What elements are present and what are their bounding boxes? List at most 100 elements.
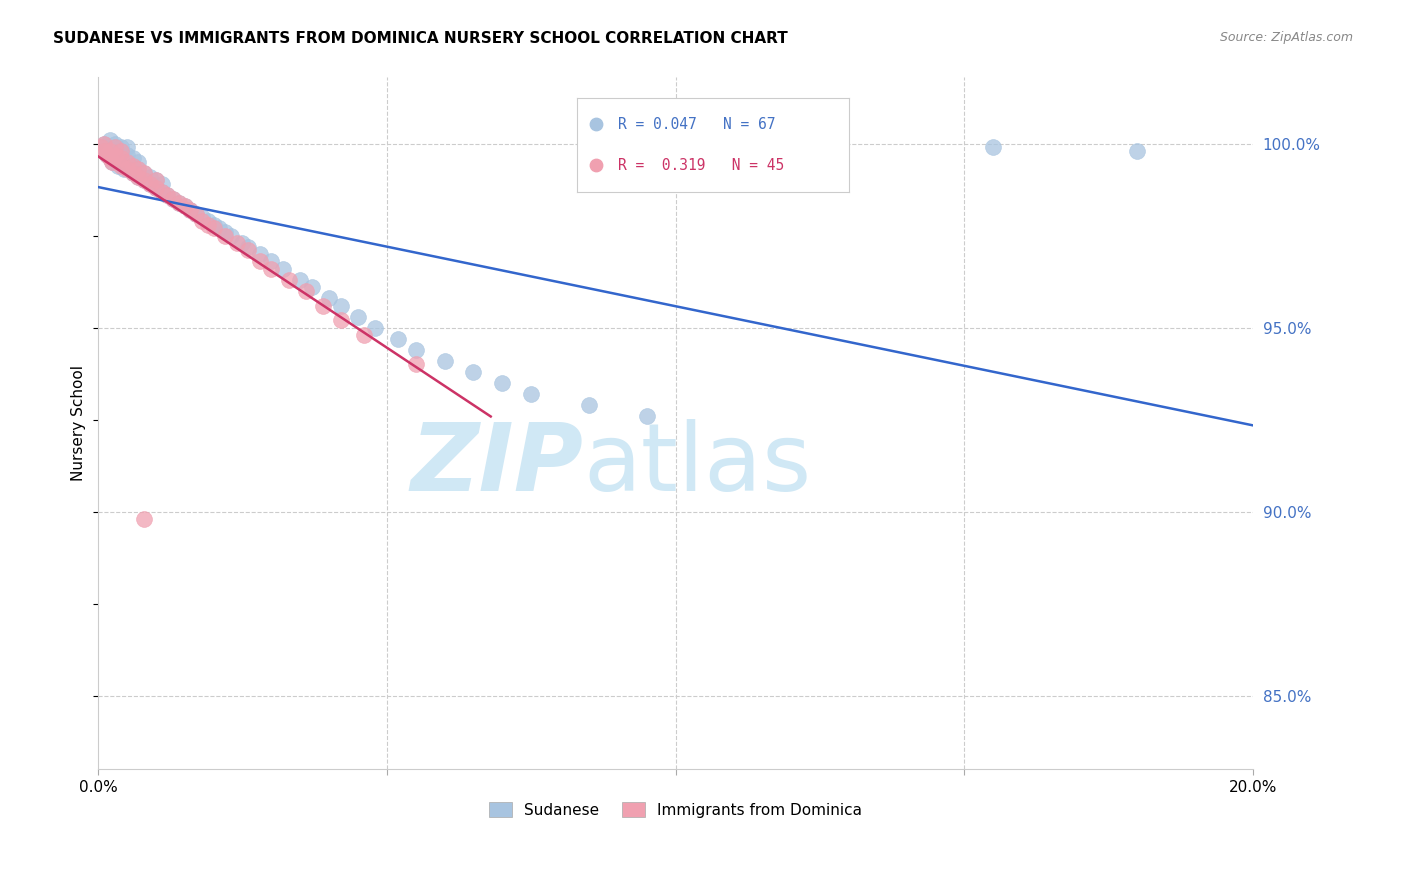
Point: [93, 144, 115, 158]
Point: [134, 166, 156, 180]
Point: [110, 152, 132, 166]
Point: [150, 185, 173, 199]
Point: [93, 136, 115, 151]
Point: [90, 140, 112, 154]
Legend: Sudanese, Immigrants from Dominica: Sudanese, Immigrants from Dominica: [482, 796, 869, 824]
Point: [121, 159, 143, 173]
Point: [249, 254, 271, 268]
Point: [318, 291, 340, 305]
Point: [1126, 144, 1149, 158]
Point: [312, 299, 335, 313]
Point: [191, 211, 214, 225]
Point: [98, 133, 121, 147]
Point: [578, 398, 600, 412]
Point: [433, 353, 456, 368]
Point: [101, 155, 124, 169]
Point: [238, 240, 260, 254]
Point: [463, 365, 485, 379]
Text: ZIP: ZIP: [411, 419, 583, 511]
Point: [98, 152, 121, 166]
Point: [121, 166, 143, 180]
Point: [110, 144, 132, 158]
Point: [173, 199, 195, 213]
Point: [214, 228, 236, 243]
Point: [353, 328, 375, 343]
Point: [145, 181, 167, 195]
Point: [115, 147, 138, 161]
Point: [115, 162, 138, 177]
Point: [231, 235, 253, 250]
Point: [98, 152, 121, 166]
Point: [127, 169, 149, 184]
Point: [139, 177, 162, 191]
Point: [93, 136, 115, 151]
Point: [112, 162, 135, 177]
Point: [186, 206, 208, 220]
Point: [260, 261, 283, 276]
Point: [179, 202, 201, 217]
Point: [107, 159, 129, 173]
Point: [98, 144, 121, 158]
Point: [110, 144, 132, 158]
Point: [110, 140, 132, 154]
Point: [405, 358, 427, 372]
Text: atlas: atlas: [583, 419, 811, 511]
Point: [260, 254, 283, 268]
Point: [636, 409, 658, 423]
Point: [104, 140, 127, 154]
Point: [96, 147, 118, 161]
Point: [347, 310, 370, 324]
Point: [115, 155, 138, 169]
Point: [214, 225, 236, 239]
Point: [364, 320, 387, 334]
Point: [162, 192, 184, 206]
Point: [202, 218, 225, 232]
Point: [139, 177, 162, 191]
Point: [101, 155, 124, 169]
Point: [981, 140, 1004, 154]
Point: [301, 280, 323, 294]
Point: [150, 185, 173, 199]
Point: [288, 273, 311, 287]
Point: [238, 244, 260, 258]
Point: [90, 140, 112, 154]
Point: [121, 166, 143, 180]
Point: [127, 162, 149, 177]
Point: [156, 188, 179, 202]
Point: [150, 177, 173, 191]
Point: [127, 169, 149, 184]
Point: [110, 152, 132, 166]
Point: [134, 166, 156, 180]
Point: [208, 221, 231, 235]
Point: [271, 261, 294, 276]
Point: [134, 173, 156, 187]
Point: [127, 162, 149, 177]
Point: [115, 140, 138, 154]
Point: [145, 173, 167, 187]
Point: [225, 235, 247, 250]
Point: [295, 284, 318, 298]
Point: [134, 512, 156, 526]
Y-axis label: Nursery School: Nursery School: [72, 366, 86, 482]
Point: [520, 387, 543, 401]
Point: [491, 376, 513, 390]
Point: [145, 181, 167, 195]
Text: SUDANESE VS IMMIGRANTS FROM DOMINICA NURSERY SCHOOL CORRELATION CHART: SUDANESE VS IMMIGRANTS FROM DOMINICA NUR…: [53, 31, 789, 46]
Point: [96, 147, 118, 161]
Point: [167, 195, 190, 210]
Point: [139, 169, 162, 184]
Point: [387, 332, 409, 346]
Point: [162, 192, 184, 206]
Point: [197, 218, 219, 232]
Point: [167, 195, 190, 210]
Point: [179, 202, 201, 217]
Point: [96, 140, 118, 154]
Point: [219, 228, 242, 243]
Point: [104, 147, 127, 161]
Point: [191, 214, 214, 228]
Point: [93, 144, 115, 158]
Point: [110, 159, 132, 173]
Point: [127, 155, 149, 169]
Point: [329, 313, 352, 327]
Point: [329, 299, 352, 313]
